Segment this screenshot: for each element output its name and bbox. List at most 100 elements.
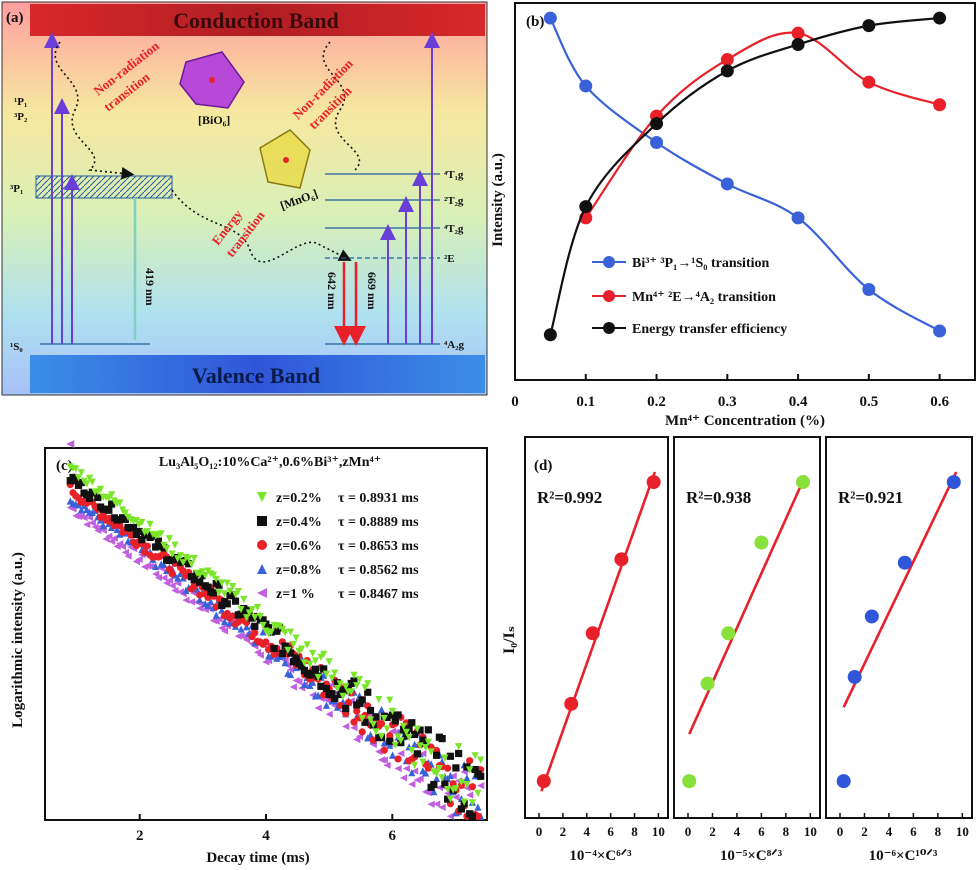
panel-b-xtick-label: 0.3: [718, 394, 737, 410]
panel-c-point-4: [383, 761, 391, 769]
panel-c-point-4: [444, 789, 452, 797]
panel-c-point-4: [397, 749, 405, 758]
panel-c-point-0: [229, 583, 237, 591]
panel-c-legend-marker-4: [257, 588, 267, 598]
panel-c-point-2: [444, 764, 452, 772]
panel-c-point-2: [168, 570, 176, 578]
panel-c-point-0: [339, 692, 347, 700]
panel-c-point-0: [333, 685, 342, 693]
panel-c-point-1: [209, 589, 218, 597]
energy-transfer-path: [171, 189, 352, 263]
panel-b-point-0: [543, 11, 557, 25]
panel-c-point-1: [452, 764, 460, 772]
panel-c-point-4: [410, 767, 419, 775]
panel-c-point-0: [138, 518, 146, 527]
panel-c-point-4: [118, 542, 127, 551]
panel-d-subplot-frame-2: [825, 436, 973, 819]
panel-c-point-1: [292, 654, 300, 662]
panel-c-point-1: [408, 719, 416, 727]
panel-c-legend-name-2: z=0.6%: [276, 539, 322, 554]
panel-c-point-3: [207, 597, 215, 606]
panel-c-point-2: [394, 755, 402, 763]
panel-c-point-0: [331, 669, 339, 677]
panel-c-point-4: [477, 782, 485, 790]
panel-c-point-1: [130, 523, 138, 532]
panel-c-point-1: [468, 812, 477, 820]
panel-c-point-0: [314, 673, 322, 682]
panel-d-point-0: [536, 774, 551, 789]
panel-c-point-4: [88, 519, 96, 527]
valence-band-label: Valence Band: [192, 363, 320, 388]
panel-d-point-2: [864, 609, 879, 624]
panel-c-point-0: [435, 764, 443, 773]
panel-c-point-2: [251, 629, 259, 637]
panel-c-point-3: [408, 768, 416, 777]
panel-c-point-0: [146, 520, 154, 528]
panel-c-point-0: [284, 646, 292, 654]
panel-c-point-1: [287, 649, 295, 657]
panel-c-point-0: [83, 480, 91, 488]
panel-c-point-1: [72, 476, 80, 485]
panel-c-point-0: [248, 606, 256, 614]
panel-c-point-3: [237, 625, 245, 633]
panel-c-point-3: [309, 678, 317, 686]
panel-c-point-0: [388, 707, 397, 715]
panel-d-point-1: [721, 626, 736, 641]
panel-d-subplot-frame-0: [524, 436, 669, 819]
panel-b-chart: (b) Intensity (a.u.) Mn⁴⁺ Concentration …: [490, 2, 976, 429]
panel-b-tag: (b): [526, 14, 544, 30]
mn-2t2g-label: ²T₂g: [444, 195, 464, 207]
panel-c-point-3: [196, 596, 204, 604]
panel-c-point-0: [383, 725, 391, 733]
panel-c-point-3: [259, 628, 267, 636]
panel-c-point-0: [251, 613, 259, 622]
panel-b-point-1: [720, 53, 734, 67]
panel-d-xtick-label-0: 8: [631, 824, 638, 839]
panel-c-point-2: [143, 542, 151, 550]
panel-c-point-2: [127, 531, 135, 539]
panel-c-point-1: [320, 665, 328, 673]
panel-c-point-3: [300, 680, 308, 689]
panel-c-point-4: [402, 764, 410, 773]
panel-d-point-1: [682, 774, 697, 789]
legend-eff-marker: [603, 322, 615, 334]
panel-b-point-2: [791, 37, 805, 51]
panel-c-point-3: [474, 803, 482, 811]
panel-c-tag: (c): [56, 458, 73, 474]
panel-b-point-1: [933, 98, 947, 112]
panel-b-point-2: [933, 11, 947, 25]
panel-c-point-4: [452, 793, 460, 801]
panel-d-point-0: [646, 475, 661, 490]
panel-c-point-0: [96, 485, 105, 493]
panel-c-point-0: [419, 758, 427, 766]
panel-b-point-0: [650, 135, 664, 149]
panel-c-point-1: [138, 536, 146, 544]
panel-c-point-3: [314, 691, 322, 699]
panel-c-point-4: [325, 710, 333, 718]
panel-c-point-1: [366, 706, 375, 715]
panel-c-point-4: [196, 604, 204, 612]
panel-c-point-4: [105, 532, 113, 540]
panel-c-point-4: [350, 724, 358, 732]
panel-c-point-1: [242, 610, 251, 618]
panel-c-point-4: [466, 791, 474, 799]
mn-emission-669-label: 669 nm: [365, 272, 379, 310]
panel-c-point-1: [477, 772, 485, 780]
panel-c-point-1: [77, 478, 85, 487]
panel-c-point-1: [317, 682, 325, 690]
panel-c-point-1: [446, 752, 454, 760]
panel-c-point-3: [152, 562, 160, 571]
panel-c-point-4: [220, 627, 229, 635]
panel-c-point-0: [421, 743, 430, 752]
mn-relaxation-path: [322, 41, 361, 171]
panel-c-point-1: [240, 604, 248, 613]
panel-c-point-0: [220, 590, 229, 598]
panel-c-point-1: [298, 662, 306, 670]
panel-c-point-1: [259, 616, 267, 624]
panel-c-point-4: [314, 704, 322, 712]
bio6-label: [BiO₆]: [198, 113, 230, 127]
panel-c-legend-name-3: z=0.8%: [276, 563, 322, 578]
panel-c-point-1: [410, 730, 419, 739]
legend-mn-marker: [603, 290, 615, 302]
panel-c-point-0: [386, 696, 394, 704]
